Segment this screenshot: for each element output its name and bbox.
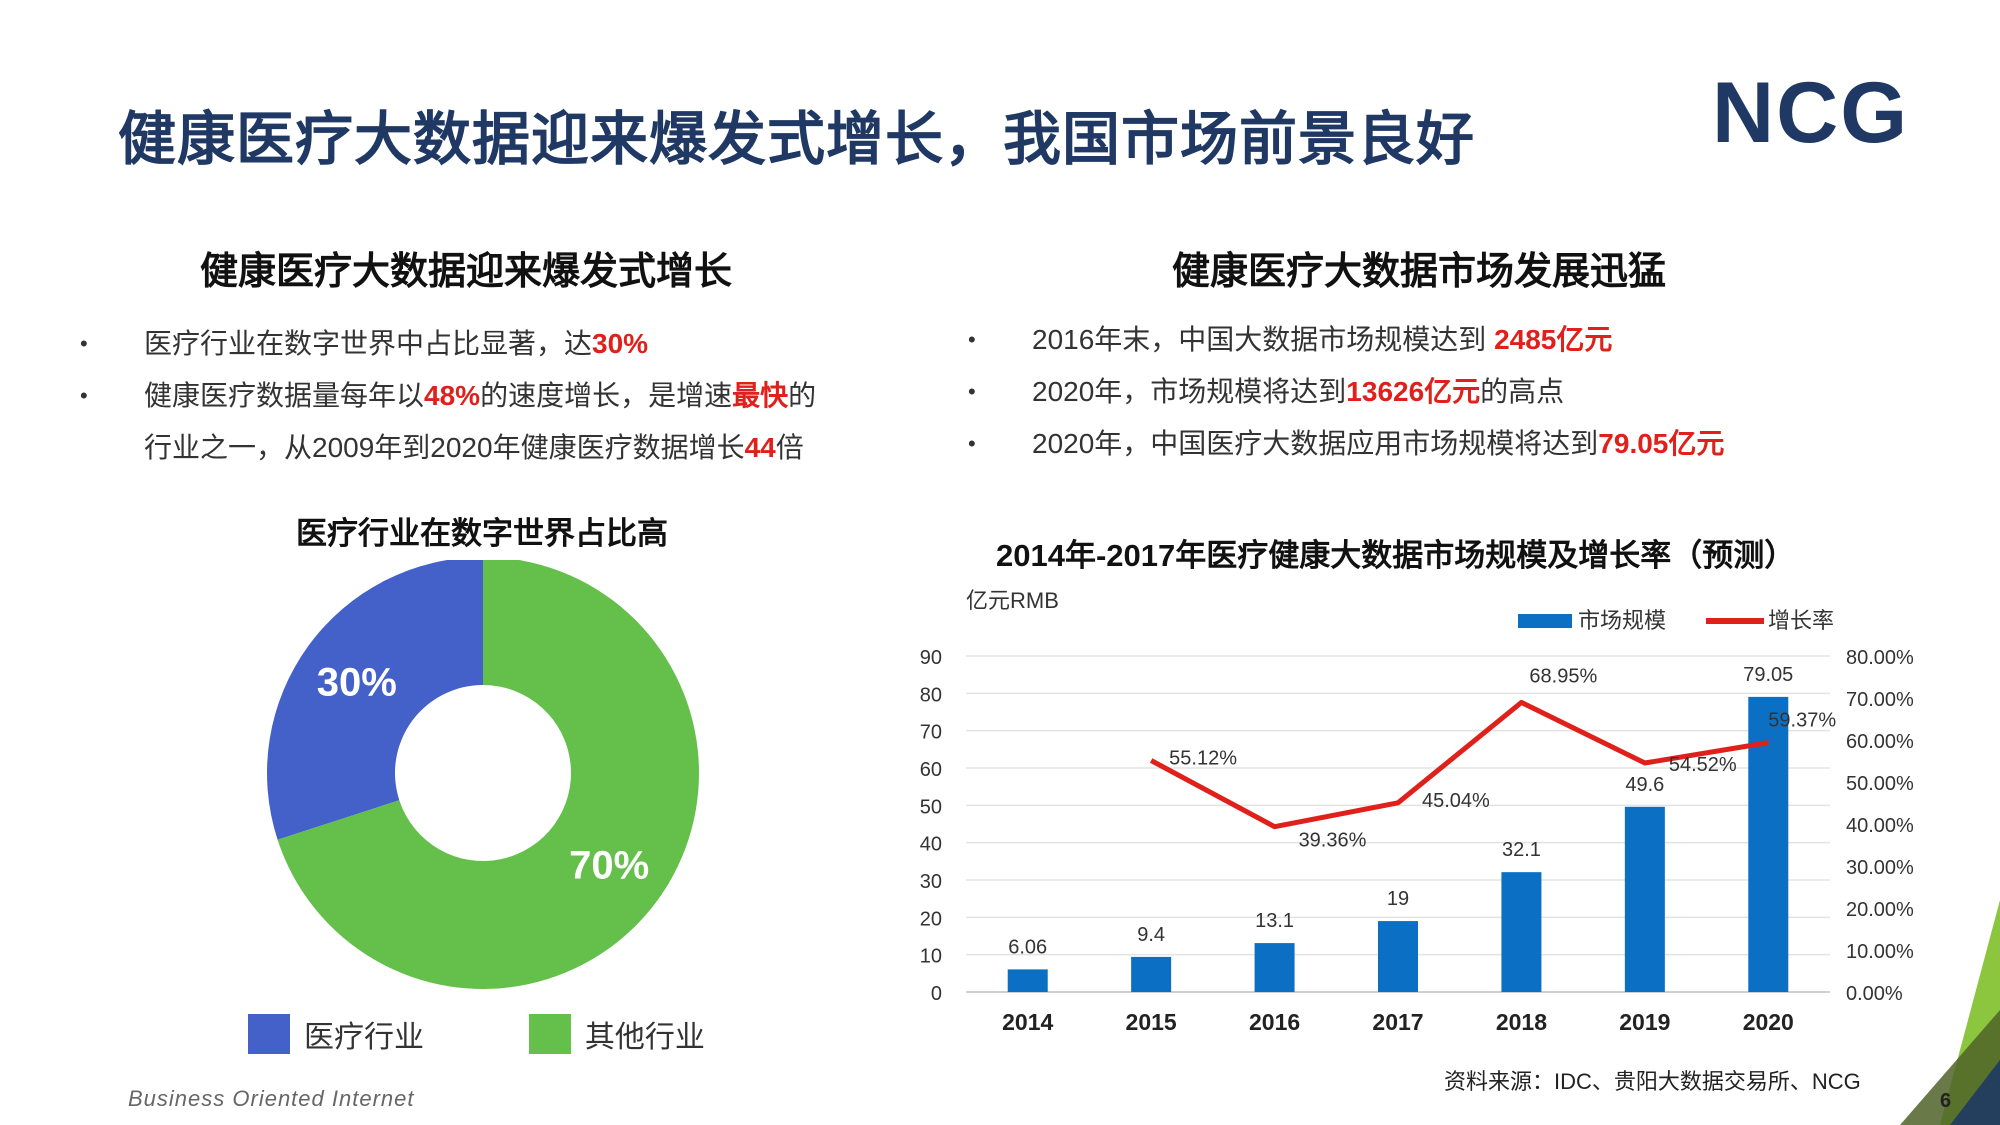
bar-value-label: 6.06 bbox=[1008, 936, 1047, 958]
y2-tick-label: 10.00% bbox=[1846, 941, 1914, 963]
x-tick-label: 2017 bbox=[1372, 1009, 1423, 1035]
x-tick-label: 2015 bbox=[1126, 1009, 1177, 1035]
bullet-dot: • bbox=[968, 431, 976, 456]
footer-tagline: Business Oriented Internet bbox=[128, 1086, 415, 1111]
y2-tick-label: 60.00% bbox=[1846, 731, 1914, 753]
legend-label-growth-rate: 增长率 bbox=[1768, 608, 1834, 633]
y2-tick-label: 30.00% bbox=[1846, 857, 1914, 879]
growth-rate-label: 68.95% bbox=[1529, 665, 1597, 687]
x-tick-label: 2019 bbox=[1619, 1009, 1670, 1035]
y-tick-label: 50 bbox=[920, 796, 942, 818]
y2-tick-label: 70.00% bbox=[1846, 689, 1914, 711]
growth-rate-label: 54.52% bbox=[1669, 754, 1737, 776]
bullet-dot: • bbox=[968, 379, 976, 404]
right-bullet-2: • 2020年，市场规模将达到13626亿元的高点 bbox=[968, 366, 1968, 418]
y-tick-label: 30 bbox=[920, 871, 942, 893]
left-bullet-list: • 医疗行业在数字世界中占比显著，达30% • 健康医疗数据量每年以48%的速度增长… bbox=[80, 318, 880, 474]
right-section-heading: 健康医疗大数据市场发展迅猛 bbox=[1172, 251, 1667, 293]
bar-market-size bbox=[1378, 921, 1418, 992]
legend-swatch-market-size bbox=[1518, 614, 1572, 628]
growth-rate-label: 55.12% bbox=[1169, 747, 1237, 769]
x-tick-label: 2020 bbox=[1743, 1009, 1794, 1035]
y-axis-unit-label: 亿元RMB bbox=[966, 588, 1059, 613]
ncg-logo: NCG bbox=[1712, 65, 1910, 161]
y2-tick-label: 0.00% bbox=[1846, 983, 1903, 1005]
left-bullet-2-continued: 行业之一，从2009年到2020年健康医疗数据增长44倍 bbox=[144, 432, 804, 463]
y-tick-label: 40 bbox=[920, 834, 942, 856]
right-bullet-3: • 2020年，中国医疗大数据应用市场规模将达到79.05亿元 bbox=[968, 418, 1968, 470]
y-tick-label: 0 bbox=[931, 983, 942, 1005]
y2-tick-label: 20.00% bbox=[1846, 899, 1914, 921]
legend-swatch-medical bbox=[248, 1014, 290, 1054]
left-bullet-1: • 医疗行业在数字世界中占比显著，达30% bbox=[80, 318, 880, 370]
page-number: 6 bbox=[1940, 1090, 1952, 1112]
y-tick-label: 10 bbox=[920, 946, 942, 968]
bar-market-size bbox=[1007, 969, 1048, 992]
right-bullet-list: • 2016年末，中国大数据市场规模达到 2485亿元 • 2020年，市场规模将达… bbox=[968, 314, 1968, 470]
bar-market-size bbox=[1131, 956, 1172, 992]
donut-legend: 医疗行业 其他行业 bbox=[248, 1012, 705, 1056]
x-tick-label: 2014 bbox=[1002, 1009, 1053, 1035]
y-tick-label: 80 bbox=[920, 684, 942, 706]
bar-value-label: 79.05 bbox=[1743, 664, 1793, 686]
legend-label-other: 其他行业 bbox=[584, 1021, 705, 1054]
donut-slice-medical bbox=[267, 560, 483, 840]
bar-value-label: 49.6 bbox=[1625, 774, 1664, 796]
corner-decoration bbox=[1900, 900, 2000, 1125]
donut-slice-other bbox=[277, 560, 699, 989]
bar-market-size bbox=[1254, 943, 1295, 992]
bullet-dot: • bbox=[80, 331, 88, 356]
legend-swatch-other bbox=[528, 1014, 571, 1054]
y-tick-label: 20 bbox=[920, 908, 942, 930]
growth-rate-line bbox=[1149, 699, 1769, 830]
right-bullet-1: • 2016年末，中国大数据市场规模达到 2485亿元 bbox=[968, 314, 1968, 366]
donut-label-other: 70% bbox=[569, 844, 649, 888]
bar-market-size bbox=[1624, 806, 1665, 992]
bar-value-label: 19 bbox=[1387, 888, 1409, 910]
chart-legend: 市场规模 增长率 bbox=[1518, 608, 1834, 633]
growth-rate-label: 59.37% bbox=[1768, 710, 1836, 732]
bar-market-size bbox=[1501, 872, 1542, 992]
legend-swatch-growth-rate bbox=[1706, 618, 1764, 624]
left-section-heading: 健康医疗大数据迎来爆发式增长 bbox=[200, 251, 733, 293]
data-source-note: 资料来源：IDC、贵阳大数据交易所、NCG bbox=[1444, 1069, 1861, 1094]
legend-label-medical: 医疗行业 bbox=[304, 1021, 424, 1054]
bullet-dot: • bbox=[80, 383, 88, 408]
y2-tick-label: 40.00% bbox=[1846, 815, 1914, 837]
y2-tick-label: 50.00% bbox=[1846, 773, 1914, 795]
growth-rate-label: 39.36% bbox=[1299, 830, 1367, 852]
page-title: 健康医疗大数据迎来爆发式增长，我国市场前景良好 bbox=[118, 107, 1476, 172]
y-tick-label: 90 bbox=[920, 647, 942, 669]
bar-value-label: 9.4 bbox=[1137, 924, 1165, 946]
bar-market-size bbox=[1748, 696, 1789, 992]
donut-label-medical: 30% bbox=[317, 660, 397, 704]
bar-line-chart: 亿元RMB 市场规模 增长率 0 10 20 30 40 50 60 70 80 90 0.00% 1… bbox=[920, 588, 1914, 1035]
y-tick-label: 70 bbox=[920, 722, 942, 744]
x-tick-label: 2016 bbox=[1249, 1009, 1300, 1035]
bullet-dot: • bbox=[968, 327, 976, 352]
left-bullet-2: • 健康医疗数据量每年以48%的速度增长，是增速最快的 bbox=[80, 370, 880, 422]
bar-chart-title: 2014年-2017年医疗健康大数据市场规模及增长率（预测） bbox=[996, 538, 1796, 573]
bar-value-label: 13.1 bbox=[1255, 910, 1294, 932]
growth-rate-label: 45.04% bbox=[1422, 790, 1490, 812]
donut-chart-title: 医疗行业在数字世界占比高 bbox=[296, 516, 668, 551]
bar-value-label: 32.1 bbox=[1502, 839, 1541, 861]
x-tick-label: 2018 bbox=[1496, 1009, 1547, 1035]
legend-label-market-size: 市场规模 bbox=[1578, 608, 1666, 633]
y2-tick-label: 80.00% bbox=[1846, 647, 1914, 669]
donut-chart: 30% 70% bbox=[267, 560, 699, 989]
y-tick-label: 60 bbox=[920, 759, 942, 781]
